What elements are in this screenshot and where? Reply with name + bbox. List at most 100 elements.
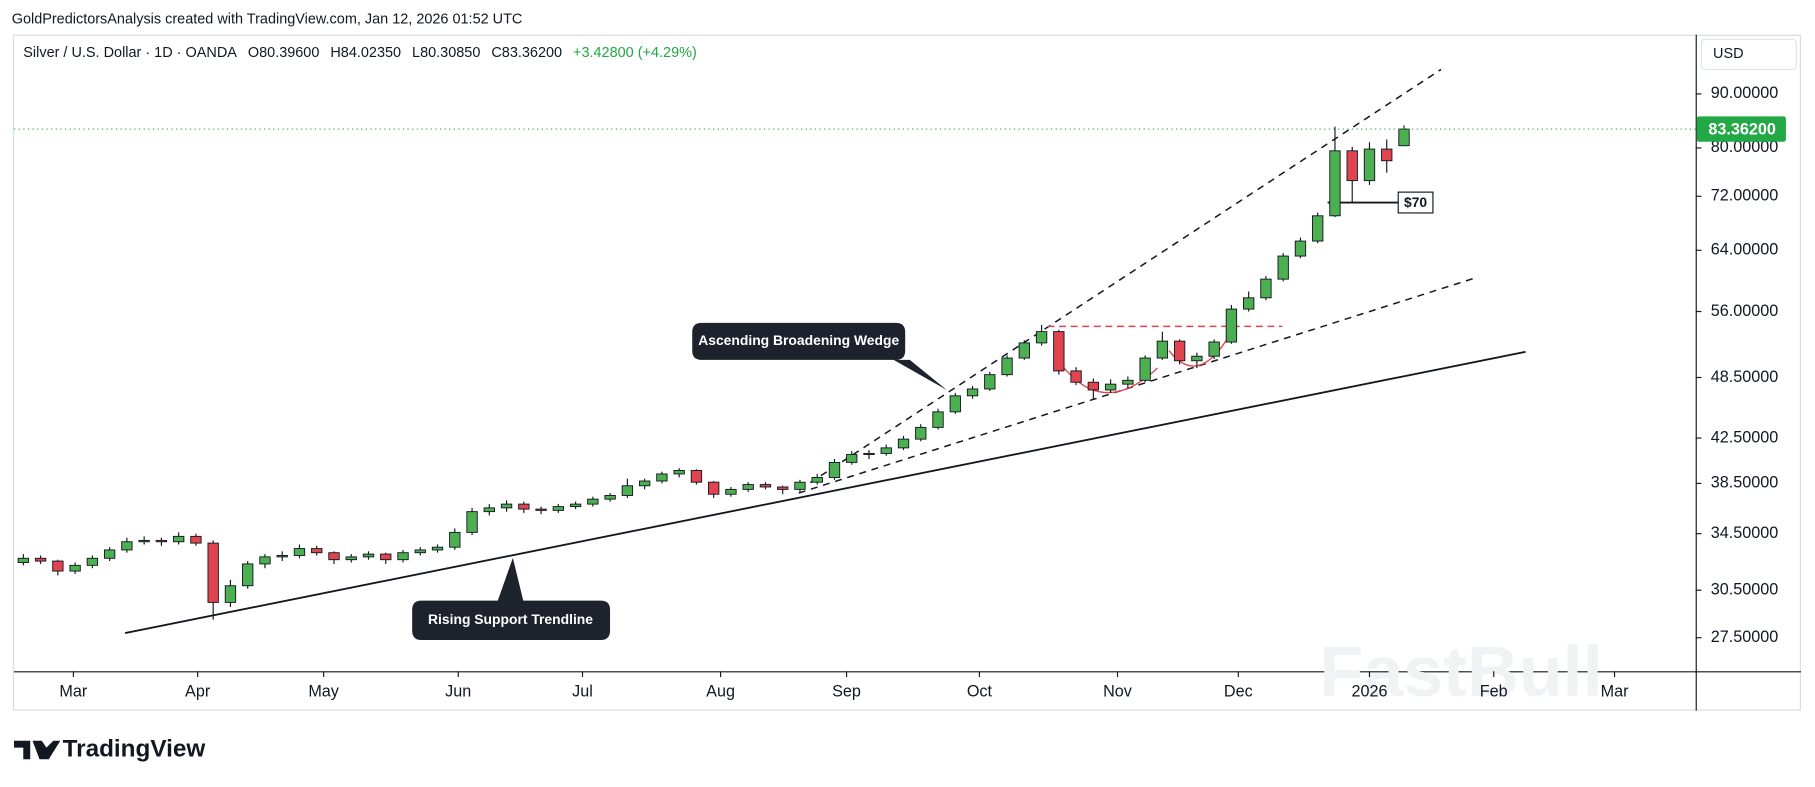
candle-body (777, 486, 789, 490)
x-tick-label: 2026 (1351, 682, 1387, 700)
candle-body (1053, 331, 1065, 372)
frame (12, 34, 1801, 711)
candle-body (604, 494, 616, 500)
candle-body (259, 556, 271, 565)
plot: 27.50000 30.50000 34.50000 38.50000 42.50000… (14, 84, 1786, 700)
candle-body (759, 484, 772, 488)
candle-body (483, 507, 495, 513)
high-value: H84.02350 (330, 45, 401, 61)
legend: Silver / U.S. Dollar · 1D · OANDA O80.39… (23, 45, 697, 61)
candle-body (397, 552, 409, 561)
candle-body (224, 585, 237, 603)
candle-body (707, 481, 720, 495)
callout-support (412, 557, 611, 641)
candle-body (535, 508, 547, 511)
candle-body (1070, 370, 1082, 383)
candle-body (52, 560, 64, 572)
candle-body (984, 374, 996, 390)
candle-body (414, 549, 426, 554)
candle-body (138, 539, 150, 543)
y-tick-label: 90.00000 (1711, 84, 1779, 102)
y-tick-label: 72.00000 (1711, 187, 1779, 205)
currency-box[interactable] (1700, 38, 1797, 71)
wedge-lower (798, 277, 1476, 494)
candle-body (190, 535, 202, 544)
candle-body (328, 552, 340, 561)
candle-body (207, 542, 219, 603)
candle-body (932, 411, 944, 428)
x-tick-label: Apr (185, 682, 211, 700)
candle-body (1139, 357, 1151, 381)
close-value: C83.36200 (491, 45, 562, 61)
y-tick-label: 48.50000 (1711, 368, 1779, 386)
candle-body (1260, 278, 1272, 299)
y-tick-label: 30.50000 (1711, 581, 1779, 599)
candle-body (1001, 357, 1013, 376)
y-tick-label: 34.50000 (1711, 524, 1779, 542)
y-tick-label: 27.50000 (1711, 628, 1779, 646)
candle-body (828, 461, 841, 478)
x-tick-label: Jun (445, 682, 471, 700)
candle-body (1208, 341, 1220, 357)
y-tick-label: 42.50000 (1711, 428, 1779, 446)
candle-body (638, 480, 651, 487)
candle-body (794, 481, 806, 490)
support-trendline (124, 350, 1526, 634)
candle-body (121, 541, 133, 551)
candle-body (880, 447, 892, 454)
y-tick-label: 64.00000 (1711, 241, 1779, 259)
drawings (124, 68, 1526, 634)
candle-body (1122, 379, 1134, 385)
watermark: FastBull (1320, 632, 1603, 712)
open-value: O80.39600 (248, 45, 320, 61)
candle-body (1225, 308, 1238, 343)
x-tick-label: Aug (706, 682, 735, 700)
candle-body (86, 557, 99, 566)
candle-body (966, 388, 979, 397)
candle-body (569, 503, 582, 508)
candle-body (725, 488, 737, 495)
brand-logo (14, 740, 61, 760)
x-tick-label: Mar (1601, 682, 1629, 700)
candle-body (431, 546, 444, 551)
x-tick-label: May (308, 682, 339, 700)
candle-body (345, 556, 357, 561)
candle-body (846, 454, 858, 463)
candle-body (293, 548, 306, 556)
candle-body (172, 535, 185, 543)
candle-body (863, 452, 875, 456)
candle-body (1087, 381, 1100, 391)
y-tick-label: 80.00000 (1711, 138, 1779, 156)
candle-body (1294, 240, 1307, 257)
x-tick-label: Sep (832, 682, 861, 700)
candle-body (518, 503, 530, 510)
header: GoldPredictorsAnalysis created with Trad… (12, 11, 523, 27)
callout-support-label: Rising Support Trendline (428, 611, 593, 627)
brand: TradingView (63, 735, 206, 762)
candle-body (1018, 342, 1030, 359)
candle-body (656, 473, 668, 482)
candle-body (1363, 148, 1376, 182)
candle-body (1346, 150, 1358, 182)
candle-body (155, 539, 168, 543)
candle-body (1156, 340, 1169, 359)
x-tick-label: Nov (1103, 682, 1133, 700)
x-tick-label: Feb (1480, 682, 1508, 700)
candle-body (449, 531, 461, 548)
candle-body (380, 553, 392, 561)
last-price-label: 83.36200 (1708, 121, 1776, 139)
candle-body (1381, 148, 1393, 162)
candle-body (69, 564, 81, 572)
y-tick-label: 56.00000 (1711, 302, 1779, 320)
candle-body (552, 506, 565, 511)
change-value: +3.42800 (+4.29%) (573, 45, 697, 61)
candle-body (103, 549, 116, 559)
candle-body (1277, 255, 1289, 280)
candle-body (897, 438, 910, 449)
x-tick-label: Dec (1224, 682, 1253, 700)
callout-wedge-label: Ascending Broadening Wedge (698, 332, 899, 348)
candle-body (242, 563, 254, 587)
level-70-label: $70 (1404, 194, 1427, 210)
candle-body (362, 553, 375, 558)
